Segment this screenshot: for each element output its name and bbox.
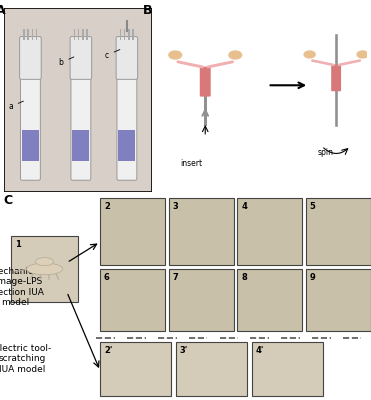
FancyBboxPatch shape: [70, 36, 92, 79]
Text: 1: 1: [15, 240, 21, 249]
FancyBboxPatch shape: [169, 198, 234, 265]
FancyBboxPatch shape: [237, 269, 302, 331]
FancyBboxPatch shape: [100, 198, 165, 265]
FancyBboxPatch shape: [22, 130, 39, 162]
FancyBboxPatch shape: [117, 64, 137, 180]
Ellipse shape: [35, 258, 53, 266]
FancyBboxPatch shape: [11, 236, 78, 302]
Text: spin: spin: [318, 148, 334, 157]
Ellipse shape: [357, 50, 369, 58]
FancyBboxPatch shape: [306, 198, 371, 265]
Text: mechanical
damage-LPS
infection IUA
model: mechanical damage-LPS infection IUA mode…: [0, 267, 44, 307]
Text: electric tool-
scratching
IUA model: electric tool- scratching IUA model: [0, 344, 51, 374]
Text: 5: 5: [310, 202, 316, 211]
Ellipse shape: [303, 50, 316, 58]
FancyBboxPatch shape: [4, 8, 152, 192]
FancyBboxPatch shape: [169, 269, 234, 331]
Bar: [124, 29, 125, 40]
Text: A: A: [0, 4, 6, 17]
Text: c: c: [105, 50, 120, 60]
Bar: [36, 29, 37, 40]
Bar: [132, 29, 134, 40]
Text: C: C: [4, 194, 13, 207]
FancyBboxPatch shape: [237, 198, 302, 265]
FancyBboxPatch shape: [200, 67, 211, 96]
Ellipse shape: [168, 50, 182, 60]
FancyBboxPatch shape: [306, 269, 371, 331]
FancyBboxPatch shape: [118, 130, 135, 162]
Bar: [119, 29, 121, 40]
Text: B: B: [143, 4, 152, 17]
Text: 4': 4': [256, 346, 265, 355]
Text: insert: insert: [180, 159, 203, 168]
Text: 3: 3: [173, 202, 178, 211]
FancyBboxPatch shape: [71, 64, 91, 180]
FancyBboxPatch shape: [20, 36, 41, 79]
FancyBboxPatch shape: [72, 130, 89, 162]
FancyBboxPatch shape: [252, 342, 323, 396]
FancyBboxPatch shape: [100, 269, 165, 331]
FancyBboxPatch shape: [331, 64, 341, 91]
Bar: [32, 29, 33, 40]
FancyBboxPatch shape: [100, 342, 171, 396]
Bar: [23, 29, 24, 40]
Text: 7: 7: [173, 273, 178, 282]
Text: a: a: [8, 101, 23, 111]
Text: b: b: [59, 57, 74, 67]
Bar: [86, 29, 88, 40]
Bar: [27, 29, 29, 40]
Text: 8: 8: [241, 273, 247, 282]
FancyBboxPatch shape: [20, 64, 40, 180]
Ellipse shape: [26, 263, 63, 275]
Text: 6: 6: [104, 273, 110, 282]
Text: 2': 2': [104, 346, 112, 355]
Text: 4: 4: [241, 202, 247, 211]
Ellipse shape: [228, 50, 242, 60]
FancyBboxPatch shape: [176, 342, 247, 396]
Text: 2: 2: [104, 202, 110, 211]
Bar: [73, 29, 75, 40]
Bar: [82, 29, 84, 40]
Text: 9: 9: [310, 273, 315, 282]
FancyBboxPatch shape: [116, 36, 138, 79]
Bar: [78, 29, 79, 40]
Text: 3': 3': [180, 346, 188, 355]
Bar: [128, 29, 130, 40]
